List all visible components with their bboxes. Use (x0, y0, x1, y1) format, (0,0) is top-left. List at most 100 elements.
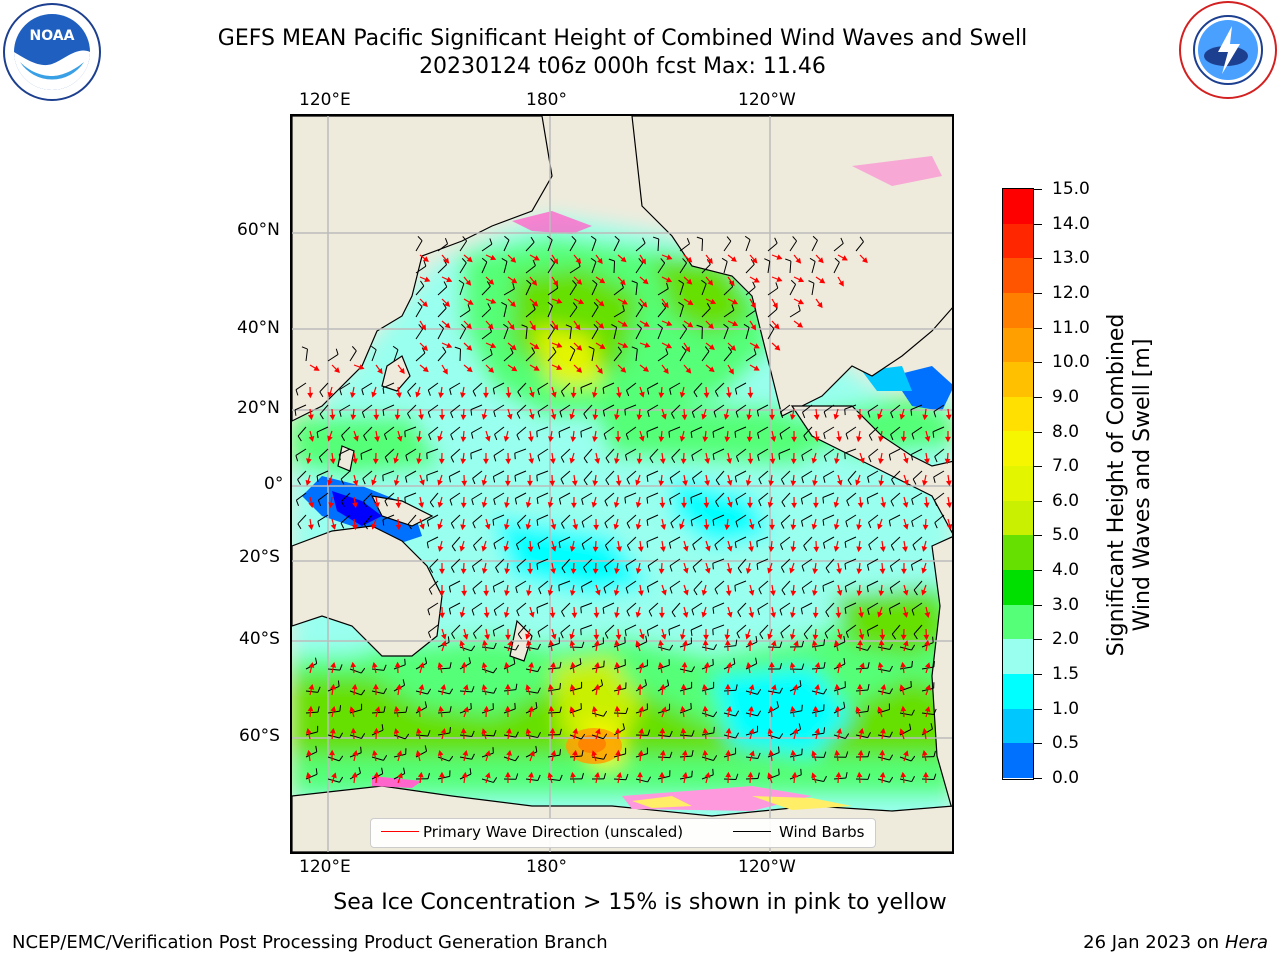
wave-direction-arrowhead (921, 545, 928, 552)
wind-barb-feather (426, 520, 430, 527)
wind-barb-feather (360, 667, 366, 674)
wind-barb (481, 646, 494, 650)
wave-direction-arrowhead (836, 589, 843, 596)
wind-barb-feather (295, 500, 300, 506)
wind-barb (833, 243, 844, 252)
wind-barb-feather (646, 541, 649, 548)
wave-direction-arrowhead (352, 502, 358, 509)
wind-barb-feather (383, 434, 388, 441)
wind-barb (899, 756, 912, 762)
wind-barb (846, 492, 857, 501)
wave-direction-arrowhead (813, 546, 820, 553)
wave-direction-arrowhead (679, 435, 686, 442)
wind-barb-feather (405, 455, 408, 462)
wind-barb-feather (823, 639, 826, 646)
wind-barb-feather (691, 730, 695, 737)
wave-direction-arrowhead (811, 750, 817, 757)
wind-barb-feather (559, 728, 562, 735)
wind-barb (692, 536, 703, 545)
wind-barb (855, 646, 868, 651)
wave-direction-arrowhead (418, 684, 425, 690)
wave-direction-arrowhead (922, 771, 929, 778)
wave-direction-arrowhead (658, 480, 665, 487)
wind-barb (890, 404, 901, 413)
wind-barb-feather (631, 280, 638, 284)
wind-barb (713, 404, 725, 413)
wave-direction-arrowhead (619, 279, 626, 286)
wave-direction-arrowhead (329, 727, 336, 734)
wave-direction-arrowhead (616, 683, 623, 690)
wind-barb (295, 448, 307, 456)
host-name: Hera (1224, 932, 1268, 953)
wave-direction-arrowhead (704, 772, 711, 779)
wind-barb (934, 448, 945, 457)
wave-direction-arrowhead (679, 634, 686, 641)
wind-barb-feather (423, 260, 427, 267)
wave-direction-arrowhead (549, 458, 556, 465)
wind-barb (657, 307, 667, 318)
wind-barb (481, 286, 491, 296)
wave-direction-arrowhead (358, 364, 365, 370)
wind-barb-feather (448, 608, 452, 615)
wave-direction-arrowhead (790, 524, 797, 531)
wind-barb-feather (809, 257, 816, 262)
wind-barb (560, 470, 571, 480)
wind-barb (525, 308, 536, 318)
wind-barb-feather (792, 236, 797, 242)
wind-barb (899, 666, 912, 670)
wind-barb-feather (537, 643, 541, 650)
wind-barb-feather (912, 544, 916, 551)
wave-direction-arrowhead (726, 479, 733, 486)
wave-direction-arrowhead (745, 480, 752, 486)
wind-barb (296, 492, 307, 501)
wind-barb-feather (801, 477, 804, 484)
wind-barb (913, 580, 923, 591)
wind-barb (605, 536, 615, 546)
wind-barb-feather (427, 632, 432, 639)
wave-direction-arrowhead (439, 414, 446, 421)
wave-direction-arrowhead (925, 684, 931, 691)
wind-barb-feather (737, 567, 742, 574)
wave-direction-arrowhead (593, 612, 600, 619)
wind-barb-feather (580, 586, 584, 593)
wave-direction-arrowhead (505, 458, 512, 465)
wind-barb (613, 310, 625, 318)
wave-direction-arrowhead (349, 706, 356, 713)
colorbar-tick (1034, 500, 1042, 502)
wind-barb (591, 283, 598, 296)
wind-barb (789, 240, 797, 252)
wind-barb-feather (808, 280, 815, 284)
sea-ice (372, 156, 942, 811)
wind-barb-feather (911, 498, 914, 506)
wind-barb (934, 514, 945, 524)
wind-barb (911, 558, 923, 566)
wind-barb-feather (581, 498, 584, 505)
wind-barb-feather (638, 302, 643, 308)
wind-barb-feather (560, 632, 564, 639)
wind-barb (657, 262, 666, 274)
wave-direction-arrowhead (903, 479, 909, 486)
wind-barb-feather (824, 632, 829, 639)
wind-barb-feather (462, 236, 467, 242)
wind-barb-feather (668, 542, 672, 549)
wave-direction-arrowhead (638, 662, 645, 669)
colorbar-tick-label: 2.0 (1052, 629, 1080, 650)
wind-barb (635, 283, 638, 296)
wind-barb-feather (516, 610, 520, 617)
colorbar-tick-label: 15.0 (1052, 179, 1090, 199)
wave-direction-arrowhead (768, 749, 775, 756)
wind-barb (415, 750, 427, 758)
wave-direction-arrowhead (644, 342, 651, 348)
wind-barb (459, 348, 462, 362)
wave-direction-arrowhead (437, 523, 444, 530)
wave-direction-arrowhead (446, 342, 453, 349)
noaa-logo-text: NOAA (30, 28, 75, 44)
wind-barb-feather (769, 323, 775, 329)
wind-barb-feather (501, 257, 508, 262)
wave-height-map[interactable] (290, 114, 954, 854)
wave-direction-arrowhead (902, 611, 909, 618)
colorbar-tick (1034, 570, 1042, 572)
wind-barb (657, 734, 670, 738)
wind-barb (305, 690, 318, 693)
wave-direction-arrowhead (750, 302, 756, 309)
